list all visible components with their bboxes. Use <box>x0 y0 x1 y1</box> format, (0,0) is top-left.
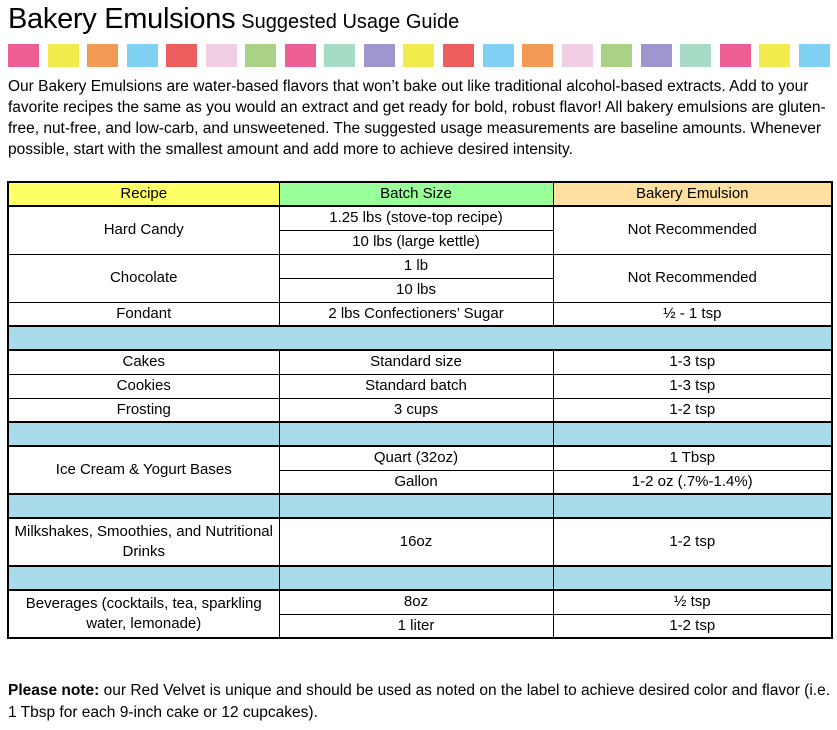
spacer-row-4 <box>7 565 833 591</box>
table-row-chocolate-1: Chocolate 1 lb Not Recommended <box>7 253 833 303</box>
spacer-cell <box>7 493 280 519</box>
table-row-ice-cream-1: Ice Cream & Yogurt Bases Quart (32oz) 1 … <box>7 445 833 495</box>
cell-recipe-ice-cream: Ice Cream & Yogurt Bases <box>7 445 280 495</box>
table-row-fondant: Fondant 2 lbs Confectioners’ Sugar ½ - 1… <box>7 301 833 327</box>
table-row-frosting: Frosting 3 cups 1-2 tsp <box>7 397 833 423</box>
color-band <box>8 44 830 67</box>
color-swatch <box>363 44 395 67</box>
spacer-row-1 <box>7 325 833 351</box>
spacer-row-3 <box>7 493 833 519</box>
table-row-cookies: Cookies Standard batch 1-3 tsp <box>7 373 833 399</box>
document-page: Bakery Emulsions Suggested Usage Guide Ou… <box>0 3 837 730</box>
title-sub: Suggested Usage Guide <box>241 11 460 33</box>
color-swatch <box>166 44 198 67</box>
cell-batch-hard-candy-2: 10 lbs (large kettle) <box>278 229 554 255</box>
table-row-hard-candy-1: Hard Candy 1.25 lbs (stove-top recipe) N… <box>7 205 833 255</box>
table-header-row: Recipe Batch Size Bakery Emulsion <box>7 181 833 207</box>
footer-note: Please note: our Red Velvet is unique an… <box>8 680 830 724</box>
cell-batch-beverages-2: 1 liter <box>278 613 554 639</box>
spacer-cell <box>552 565 833 591</box>
color-swatch <box>245 44 277 67</box>
cell-batch-ice-cream-1: Quart (32oz) <box>278 445 554 471</box>
table-row-chocolate-2: 10 lbs <box>8 277 832 303</box>
header-recipe: Recipe <box>7 181 280 207</box>
cell-recipe-chocolate: Chocolate <box>7 253 280 303</box>
cell-batch-chocolate-2: 10 lbs <box>278 277 554 303</box>
cell-emulsion-milkshakes: 1-2 tsp <box>552 517 833 567</box>
cell-batch-beverages-1: 8oz <box>278 589 554 615</box>
table-row-cakes: Cakes Standard size 1-3 tsp <box>7 349 833 375</box>
cell-recipe-milkshakes: Milkshakes, Smoothies, and Nutritional D… <box>7 517 280 567</box>
table-row-beverages-1: Beverages (cocktails, tea, sparkling wat… <box>7 589 833 639</box>
cell-batch-ice-cream-2: Gallon <box>278 469 554 495</box>
color-swatch <box>443 44 475 67</box>
cell-batch-chocolate-1: 1 lb <box>278 253 554 279</box>
color-swatch <box>798 44 830 67</box>
cell-batch-milkshakes: 16oz <box>278 517 554 567</box>
color-swatch <box>522 44 554 67</box>
spacer-cell <box>278 493 554 519</box>
cell-emulsion-hard-candy: Not Recommended <box>552 205 833 255</box>
color-swatch <box>403 44 435 67</box>
color-swatch <box>759 44 791 67</box>
color-swatch <box>561 44 593 67</box>
color-swatch <box>87 44 119 67</box>
footer-note-lead: Please note: <box>8 682 100 699</box>
cell-batch-cookies: Standard batch <box>278 373 554 399</box>
spacer-cell <box>552 493 833 519</box>
cell-emulsion-beverages-2: 1-2 tsp <box>552 613 833 639</box>
cell-recipe-hard-candy: Hard Candy <box>7 205 280 255</box>
cell-emulsion-fondant: ½ - 1 tsp <box>552 301 833 327</box>
color-swatch <box>680 44 712 67</box>
table-row-milkshakes: Milkshakes, Smoothies, and Nutritional D… <box>7 517 833 567</box>
table-row-beverages-2: 1 liter 1-2 tsp <box>8 613 833 639</box>
usage-table: Recipe Batch Size Bakery Emulsion Hard C… <box>7 181 833 639</box>
spacer-cell <box>278 565 554 591</box>
color-swatch <box>482 44 514 67</box>
footer-note-body: our Red Velvet is unique and should be u… <box>8 682 831 721</box>
intro-paragraph: Our Bakery Emulsions are water-based fla… <box>8 78 826 158</box>
spacer-cell <box>278 421 554 447</box>
spacer-row-2 <box>7 421 833 447</box>
header-batch-size: Batch Size <box>278 181 554 207</box>
cell-recipe-cakes: Cakes <box>7 349 280 375</box>
cell-batch-fondant: 2 lbs Confectioners’ Sugar <box>278 301 554 327</box>
header-bakery-emulsion: Bakery Emulsion <box>552 181 833 207</box>
cell-emulsion-cakes: 1-3 tsp <box>552 349 833 375</box>
cell-emulsion-frosting: 1-2 tsp <box>552 397 833 423</box>
cell-batch-cakes: Standard size <box>278 349 554 375</box>
cell-emulsion-cookies: 1-3 tsp <box>552 373 833 399</box>
cell-recipe-beverages: Beverages (cocktails, tea, sparkling wat… <box>7 589 280 639</box>
cell-emulsion-ice-cream-1: 1 Tbsp <box>552 445 833 471</box>
color-swatch <box>284 44 316 67</box>
color-swatch <box>324 44 356 67</box>
cell-emulsion-beverages-1: ½ tsp <box>552 589 833 615</box>
cell-recipe-cookies: Cookies <box>7 373 280 399</box>
color-swatch <box>47 44 79 67</box>
color-swatch <box>640 44 672 67</box>
color-swatch <box>126 44 158 67</box>
cell-emulsion-chocolate: Not Recommended <box>552 253 833 303</box>
spacer-cell <box>552 421 833 447</box>
cell-recipe-frosting: Frosting <box>7 397 280 423</box>
color-swatch <box>601 44 633 67</box>
cell-emulsion-ice-cream-2: 1-2 oz (.7%-1.4%) <box>552 469 833 495</box>
cell-batch-hard-candy-1: 1.25 lbs (stove-top recipe) <box>278 205 554 231</box>
color-swatch <box>719 44 751 67</box>
cell-batch-frosting: 3 cups <box>278 397 554 423</box>
spacer-cell <box>7 325 833 351</box>
color-swatch <box>8 44 39 67</box>
table-row-hard-candy-2: 10 lbs (large kettle) <box>8 229 832 255</box>
title-main: Bakery Emulsions <box>8 3 236 35</box>
spacer-cell <box>7 421 280 447</box>
spacer-cell <box>7 565 280 591</box>
page-title: Bakery Emulsions Suggested Usage Guide <box>8 3 837 36</box>
color-swatch <box>205 44 237 67</box>
cell-recipe-fondant: Fondant <box>7 301 280 327</box>
